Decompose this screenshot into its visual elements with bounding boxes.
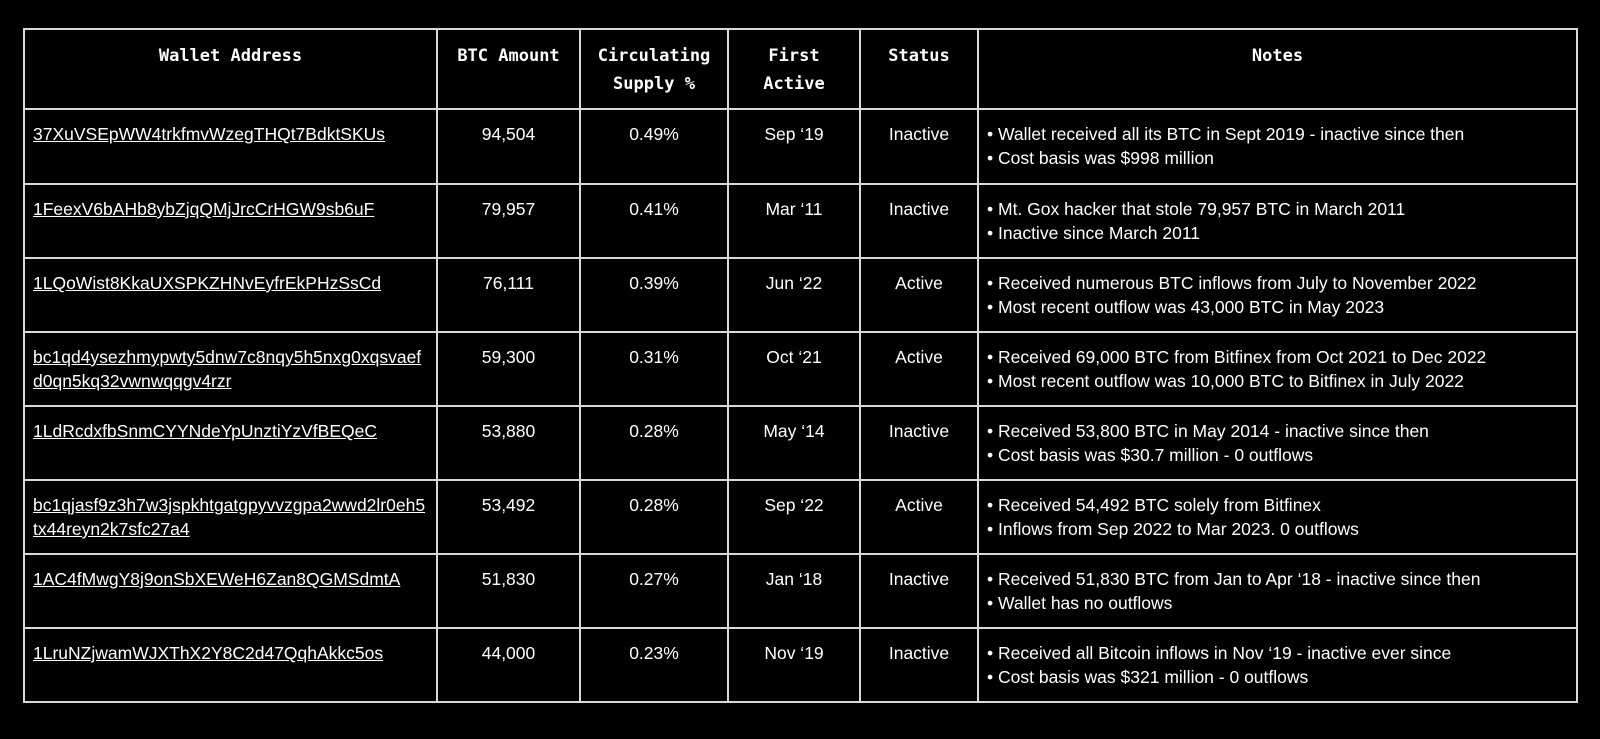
first-active-cell: May ‘14: [727, 405, 861, 481]
btc-amount-cell: 76,111: [436, 257, 581, 333]
btc-amount-cell: 59,300: [436, 331, 581, 407]
note-line: • Received 69,000 BTC from Bitfinex from…: [987, 347, 1487, 367]
wallet-address-cell: 37XuVSEpWW4trkfmvWzegTHQt7BdktSKUs: [23, 108, 438, 185]
note-line: • Inflows from Sep 2022 to Mar 2023. 0 o…: [987, 519, 1359, 539]
table-row: bc1qjasf9z3h7w3jspkhtgatgpyvvzgpa2wwd2lr…: [23, 479, 1578, 555]
btc-amount-cell: 53,880: [436, 405, 581, 481]
wallet-address-link[interactable]: 1LQoWist8KkaUXSPKZHNvEyfrEkPHzSsCd: [33, 273, 382, 293]
wallet-address-link[interactable]: 1AC4fMwgY8j9onSbXEWeH6Zan8QGMSdmtA: [33, 569, 401, 589]
note-line: • Received 54,492 BTC solely from Bitfin…: [987, 495, 1321, 515]
btc-amount-cell: 53,492: [436, 479, 581, 555]
circulating-supply-cell: 0.31%: [579, 331, 729, 407]
header-wallet-address: Wallet Address: [23, 28, 438, 110]
circulating-supply-cell: 0.49%: [579, 108, 729, 185]
status-cell: Active: [859, 479, 979, 555]
notes-cell: • Received numerous BTC inflows from Jul…: [977, 257, 1578, 333]
first-active-cell: Mar ‘11: [727, 183, 861, 259]
btc-amount-cell: 79,957: [436, 183, 581, 259]
wallet-address-link[interactable]: bc1qd4ysezhmypwty5dnw7c8nqy5h5nxg0xqsvae…: [33, 347, 422, 391]
note-line: • Wallet received all its BTC in Sept 20…: [987, 124, 1465, 144]
status-cell: Inactive: [859, 405, 979, 481]
circulating-supply-cell: 0.39%: [579, 257, 729, 333]
table-row: 1LQoWist8KkaUXSPKZHNvEyfrEkPHzSsCd 76,11…: [23, 257, 1578, 333]
note-line: • Received 51,830 BTC from Jan to Apr ‘1…: [987, 569, 1481, 589]
note-line: • Cost basis was $998 million: [987, 148, 1214, 168]
btc-amount-cell: 44,000: [436, 627, 581, 703]
header-first-active-line1: First: [768, 46, 820, 66]
notes-cell: • Received all Bitcoin inflows in Nov ‘1…: [977, 627, 1578, 703]
header-notes: Notes: [977, 28, 1578, 110]
note-line: • Received all Bitcoin inflows in Nov ‘1…: [987, 643, 1452, 663]
wallet-table: Wallet Address BTC Amount Circulating Su…: [23, 28, 1578, 703]
notes-cell: • Received 51,830 BTC from Jan to Apr ‘1…: [977, 553, 1578, 629]
circulating-supply-cell: 0.27%: [579, 553, 729, 629]
first-active-cell: Sep ‘22: [727, 479, 861, 555]
wallet-address-cell: 1LruNZjwamWJXThX2Y8C2d47QqhAkkc5os: [23, 627, 438, 703]
first-active-cell: Jun ‘22: [727, 257, 861, 333]
btc-amount-cell: 94,504: [436, 108, 581, 185]
wallet-address-cell: bc1qd4ysezhmypwty5dnw7c8nqy5h5nxg0xqsvae…: [23, 331, 438, 407]
table-row: 37XuVSEpWW4trkfmvWzegTHQt7BdktSKUs 94,50…: [23, 108, 1578, 185]
table-row: bc1qd4ysezhmypwty5dnw7c8nqy5h5nxg0xqsvae…: [23, 331, 1578, 407]
notes-cell: • Received 53,800 BTC in May 2014 - inac…: [977, 405, 1578, 481]
circulating-supply-cell: 0.28%: [579, 479, 729, 555]
status-cell: Inactive: [859, 108, 979, 185]
header-first-active: First Active: [727, 28, 861, 110]
table-row: 1LruNZjwamWJXThX2Y8C2d47QqhAkkc5os 44,00…: [23, 627, 1578, 703]
header-row: Wallet Address BTC Amount Circulating Su…: [23, 28, 1578, 110]
header-circulating-supply: Circulating Supply %: [579, 28, 729, 110]
note-line: • Inactive since March 2011: [987, 223, 1200, 243]
wallet-address-link[interactable]: 1LdRcdxfbSnmCYYNdeYpUnztiYzVfBEQeC: [33, 421, 377, 441]
notes-cell: • Mt. Gox hacker that stole 79,957 BTC i…: [977, 183, 1578, 259]
first-active-cell: Nov ‘19: [727, 627, 861, 703]
note-line: • Received numerous BTC inflows from Jul…: [987, 273, 1477, 293]
wallet-address-cell: bc1qjasf9z3h7w3jspkhtgatgpyvvzgpa2wwd2lr…: [23, 479, 438, 555]
circulating-supply-cell: 0.23%: [579, 627, 729, 703]
status-cell: Active: [859, 331, 979, 407]
circulating-supply-cell: 0.41%: [579, 183, 729, 259]
note-line: • Mt. Gox hacker that stole 79,957 BTC i…: [987, 199, 1406, 219]
wallet-address-link[interactable]: 37XuVSEpWW4trkfmvWzegTHQt7BdktSKUs: [33, 124, 386, 144]
note-line: • Wallet has no outflows: [987, 593, 1173, 613]
wallet-address-link[interactable]: bc1qjasf9z3h7w3jspkhtgatgpyvvzgpa2wwd2lr…: [33, 495, 426, 539]
note-line: • Most recent outflow was 43,000 BTC in …: [987, 297, 1385, 317]
note-line: • Most recent outflow was 10,000 BTC to …: [987, 371, 1464, 391]
status-cell: Inactive: [859, 627, 979, 703]
notes-cell: • Wallet received all its BTC in Sept 20…: [977, 108, 1578, 185]
table-row: 1LdRcdxfbSnmCYYNdeYpUnztiYzVfBEQeC 53,88…: [23, 405, 1578, 481]
header-btc-amount: BTC Amount: [436, 28, 581, 110]
note-line: • Received 53,800 BTC in May 2014 - inac…: [987, 421, 1429, 441]
note-line: • Cost basis was $30.7 million - 0 outfl…: [987, 445, 1314, 465]
btc-amount-cell: 51,830: [436, 553, 581, 629]
wallet-address-cell: 1FeexV6bAHb8ybZjqQMjJrcCrHGW9sb6uF: [23, 183, 438, 259]
table-row: 1AC4fMwgY8j9onSbXEWeH6Zan8QGMSdmtA 51,83…: [23, 553, 1578, 629]
table-row: 1FeexV6bAHb8ybZjqQMjJrcCrHGW9sb6uF 79,95…: [23, 183, 1578, 259]
first-active-cell: Oct ‘21: [727, 331, 861, 407]
wallet-address-link[interactable]: 1FeexV6bAHb8ybZjqQMjJrcCrHGW9sb6uF: [33, 199, 375, 219]
note-line: • Cost basis was $321 million - 0 outflo…: [987, 667, 1309, 687]
header-circulating-supply-line1: Circulating: [597, 46, 711, 66]
header-circulating-supply-line2: Supply %: [613, 74, 695, 94]
wallet-address-link[interactable]: 1LruNZjwamWJXThX2Y8C2d47QqhAkkc5os: [33, 643, 384, 663]
notes-cell: • Received 69,000 BTC from Bitfinex from…: [977, 331, 1578, 407]
header-status: Status: [859, 28, 979, 110]
header-first-active-line2: Active: [763, 74, 825, 94]
notes-cell: • Received 54,492 BTC solely from Bitfin…: [977, 479, 1578, 555]
first-active-cell: Sep ‘19: [727, 108, 861, 185]
wallet-address-cell: 1LQoWist8KkaUXSPKZHNvEyfrEkPHzSsCd: [23, 257, 438, 333]
wallet-address-cell: 1AC4fMwgY8j9onSbXEWeH6Zan8QGMSdmtA: [23, 553, 438, 629]
status-cell: Active: [859, 257, 979, 333]
status-cell: Inactive: [859, 553, 979, 629]
circulating-supply-cell: 0.28%: [579, 405, 729, 481]
first-active-cell: Jan ‘18: [727, 553, 861, 629]
wallet-address-cell: 1LdRcdxfbSnmCYYNdeYpUnztiYzVfBEQeC: [23, 405, 438, 481]
status-cell: Inactive: [859, 183, 979, 259]
